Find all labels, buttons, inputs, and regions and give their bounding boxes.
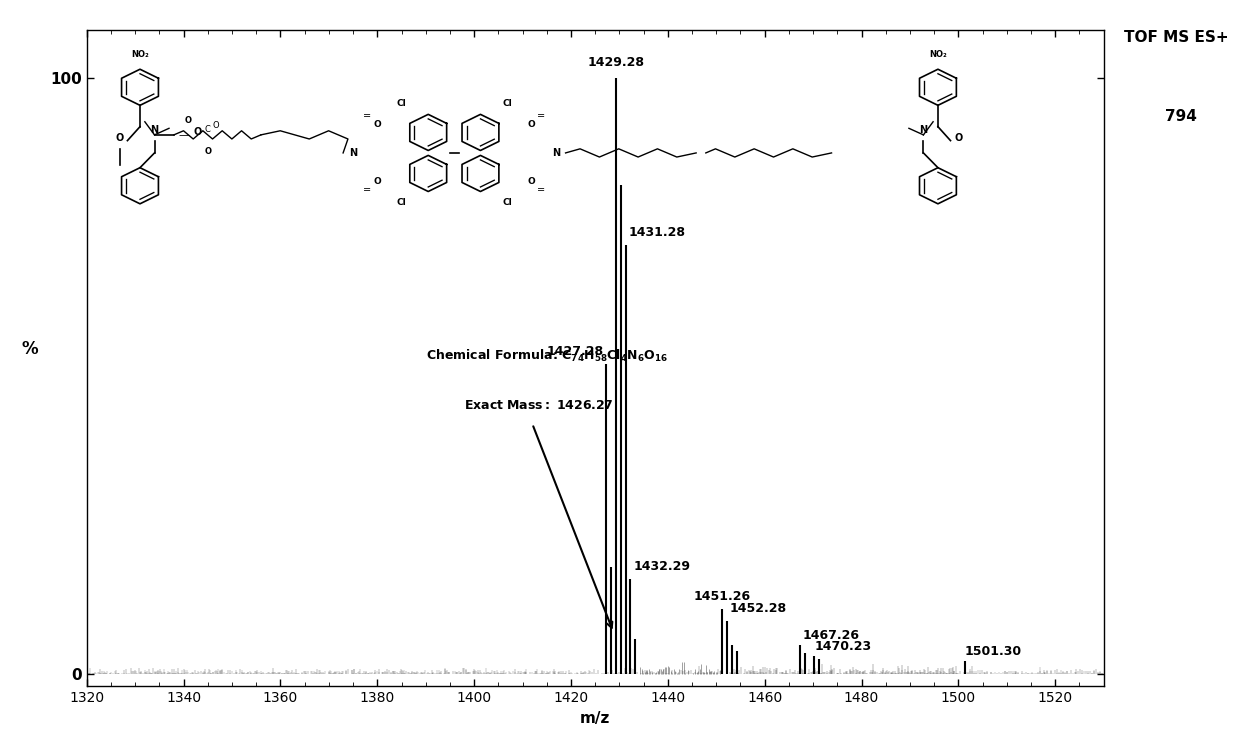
Text: 1501.30: 1501.30 <box>965 645 1022 658</box>
Text: O: O <box>373 177 381 186</box>
Text: 1470.23: 1470.23 <box>815 641 872 653</box>
Text: N: N <box>919 125 928 135</box>
Text: 1427.28: 1427.28 <box>547 345 604 358</box>
Text: Cl: Cl <box>397 99 405 108</box>
Text: $\mathbf{Exact\ Mass:\ 1426.27}$: $\mathbf{Exact\ Mass:\ 1426.27}$ <box>465 399 614 412</box>
Text: O: O <box>528 177 536 186</box>
Text: N: N <box>348 148 357 158</box>
Text: N: N <box>150 125 159 135</box>
Text: Chemical Formula: $\mathbf{C_{74}H_{58}Cl_4N_6O_{16}}$: Chemical Formula: $\mathbf{C_{74}H_{58}C… <box>425 348 668 364</box>
Text: O: O <box>193 128 201 137</box>
Text: 1429.28: 1429.28 <box>588 56 645 69</box>
Text: 1432.29: 1432.29 <box>634 560 691 573</box>
Text: =: = <box>363 111 371 121</box>
Text: O: O <box>185 116 192 125</box>
X-axis label: m/z: m/z <box>580 711 610 726</box>
Text: O: O <box>115 133 124 143</box>
Text: =: = <box>363 185 371 195</box>
Text: Cl: Cl <box>502 198 512 207</box>
Text: 1431.28: 1431.28 <box>629 226 686 239</box>
Text: 794: 794 <box>1164 109 1197 124</box>
Text: —: — <box>179 130 190 140</box>
Text: NO₂: NO₂ <box>929 49 947 59</box>
Text: C: C <box>205 125 211 134</box>
Text: =: = <box>537 185 546 195</box>
Text: 1451.26: 1451.26 <box>694 590 751 603</box>
Text: O: O <box>373 119 381 129</box>
Text: O: O <box>212 122 219 131</box>
Text: TOF MS ES+: TOF MS ES+ <box>1123 30 1229 45</box>
Text: Cl: Cl <box>397 198 405 207</box>
Y-axis label: %: % <box>21 340 37 358</box>
Text: =: = <box>537 111 546 121</box>
Text: O: O <box>205 147 211 156</box>
Text: 1452.28: 1452.28 <box>730 602 787 615</box>
Text: NO₂: NO₂ <box>131 49 149 59</box>
Text: O: O <box>954 133 962 143</box>
Text: 1467.26: 1467.26 <box>802 629 859 642</box>
Text: N: N <box>552 148 560 158</box>
Text: Cl: Cl <box>502 99 512 108</box>
Text: O: O <box>528 119 536 129</box>
